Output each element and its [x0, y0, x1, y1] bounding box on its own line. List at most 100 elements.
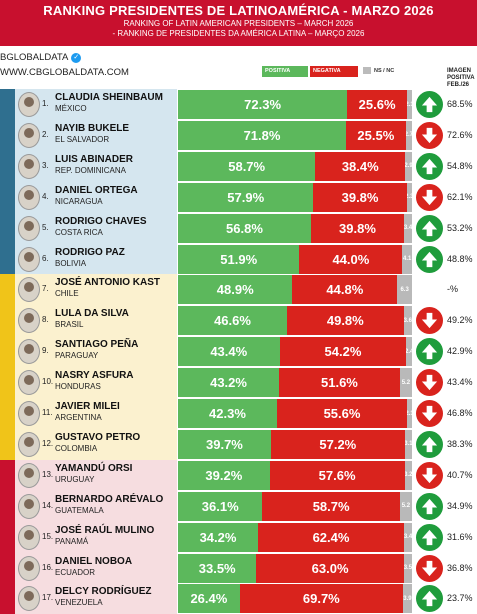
- president-name: DANIEL NOBOA: [55, 555, 133, 567]
- bar-segment-ns: 3.6: [403, 306, 412, 336]
- bar-segment-ns: 2.7: [405, 120, 412, 150]
- rank-number: 4.: [42, 191, 49, 201]
- bar-segment-negative: 51.6%: [279, 368, 400, 398]
- president-name: CLAUDIA SHEINBAUM: [55, 92, 163, 103]
- president-name: LUIS ABINADER: [55, 153, 133, 165]
- bar-segment-negative: 44.0%: [299, 244, 403, 274]
- trend-down-arrow-icon: [416, 554, 443, 582]
- president-name: JOSÉ RAÚL MULINO: [55, 524, 155, 536]
- rank-number: 2.: [42, 129, 49, 139]
- previous-positive-value: 43.4%: [447, 377, 473, 388]
- rank-number: 7.: [42, 284, 49, 294]
- country-name: ECUADOR: [55, 567, 96, 577]
- bar-segment-negative: 49.8%: [287, 306, 404, 336]
- country-name: BOLIVIA: [55, 258, 87, 268]
- bar-segment-positive: 46.6%: [178, 306, 288, 336]
- country-name: NICARAGUA: [55, 196, 103, 206]
- previous-positive-value: 38.3%: [447, 438, 473, 449]
- bar-segment-negative: 57.2%: [270, 429, 405, 459]
- previous-positive-value: -%: [447, 284, 458, 295]
- trend-down-arrow-icon: [416, 400, 443, 427]
- trend-up-arrow-icon: [416, 245, 443, 273]
- country-name: REP. DOMINICANA: [55, 165, 126, 175]
- bar-segment-positive: 34.2%: [178, 522, 259, 552]
- rank-number: 10.: [42, 377, 54, 387]
- approval-bar: 39.2% 57.6% 3.2: [178, 460, 412, 490]
- president-avatar: [18, 153, 40, 179]
- brand-website[interactable]: WWW.CBGLOBALDATA.COM: [0, 67, 129, 78]
- section-band-1: [0, 89, 15, 275]
- country-name: URUGUAY: [55, 474, 95, 484]
- previous-positive-value: 54.8%: [447, 160, 473, 171]
- trend-down-arrow-icon: [416, 461, 443, 489]
- president-avatar: [18, 370, 40, 396]
- president-avatar: [18, 401, 40, 426]
- previous-positive-value: 31.6%: [447, 531, 473, 542]
- bar-segment-ns: 2.3: [406, 182, 412, 212]
- president-avatar: [18, 122, 40, 148]
- chart-legend: POSITIVA NEGATIVA NS / NC: [262, 66, 406, 77]
- president-name: LULA DA SILVA: [55, 308, 129, 320]
- approval-bar: 36.1% 58.7% 5.2: [178, 491, 412, 521]
- president-avatar: [18, 246, 40, 272]
- president-name: JAVIER MILEI: [55, 401, 120, 412]
- previous-positive-value: 68.5%: [447, 99, 473, 109]
- president-name: NAYIB BUKELE: [55, 122, 130, 134]
- brand-handle-row: BGLOBALDATA ✓: [0, 52, 129, 63]
- rank-number: 9.: [42, 346, 49, 356]
- country-name: ARGENTINA: [55, 413, 102, 422]
- previous-positive-value: 23.7%: [447, 593, 473, 604]
- approval-bar: 43.4% 54.2% 2.4: [178, 337, 412, 367]
- bar-segment-ns: 2.1: [407, 90, 412, 119]
- trend-up-arrow-icon: [416, 585, 443, 613]
- legend-positive: POSITIVA: [262, 66, 308, 77]
- approval-bar: 57.9% 39.8% 2.3: [178, 182, 412, 212]
- rank-number: 5.: [42, 222, 49, 232]
- bar-segment-positive: 51.9%: [178, 244, 300, 274]
- president-avatar: [18, 184, 40, 210]
- approval-bar: 42.3%55.6%2.1: [178, 399, 412, 428]
- previous-positive-value: 48.8%: [447, 253, 473, 264]
- president-avatar: [18, 215, 40, 241]
- approval-bar: 48.9% 44.8% 6.3: [178, 275, 412, 305]
- president-name: DELCY RODRÍGUEZ: [55, 586, 152, 598]
- bar-segment-negative: 39.8%: [310, 213, 405, 243]
- trend-up-arrow-icon: [416, 214, 443, 242]
- president-avatar: [18, 431, 40, 457]
- president-name: BERNARDO ARÉVALO: [55, 493, 164, 505]
- trend-down-arrow-icon: [416, 307, 443, 335]
- bar-segment-positive: 72.3%: [178, 90, 348, 119]
- page-title: RANKING PRESIDENTES DE LATINOAMÉRICA - M…: [43, 3, 434, 18]
- bar-segment-positive: 42.3%: [178, 399, 277, 428]
- rank-number: 11.: [42, 408, 53, 417]
- legend-ns: NS / NC: [360, 66, 406, 77]
- approval-bar: 51.9% 44.0% 4.1: [178, 244, 412, 274]
- legend-ns-swatch: [363, 67, 371, 75]
- president-avatar: [18, 493, 40, 519]
- section-band-3: [0, 459, 15, 614]
- president-name: GUSTAVO PETRO: [55, 431, 141, 443]
- bar-segment-ns: 2.4: [406, 337, 412, 367]
- rank-number: 14.: [42, 500, 54, 510]
- verified-badge-icon: ✓: [71, 52, 82, 63]
- trend-down-arrow-icon: [416, 183, 443, 211]
- bar-segment-ns: 3.1: [404, 429, 412, 459]
- rank-number: 6.: [42, 253, 49, 263]
- rank-number: 17.: [42, 593, 54, 603]
- president-name: DANIEL ORTEGA: [55, 184, 138, 196]
- president-avatar: [18, 308, 40, 334]
- president-name: YAMANDÚ ORSI: [55, 462, 133, 474]
- bar-segment-positive: 48.9%: [178, 275, 293, 305]
- legend-negative: NEGATIVA: [310, 66, 358, 77]
- rank-number: 12.: [42, 438, 54, 448]
- approval-bar: 71.8% 25.5% 2.7: [178, 120, 412, 150]
- president-name: NASRY ASFURA: [55, 370, 134, 382]
- bar-segment-ns: 5.2: [399, 368, 412, 398]
- brand-handle[interactable]: BGLOBALDATA: [0, 52, 69, 63]
- country-name: CHILE: [55, 289, 79, 299]
- bar-segment-negative: 69.7%: [239, 584, 403, 614]
- bar-segment-positive: 39.2%: [178, 460, 270, 490]
- previous-positive-value: 53.2%: [447, 222, 473, 233]
- country-name: GUATEMALA: [55, 505, 104, 515]
- bar-segment-negative: 55.6%: [276, 399, 408, 428]
